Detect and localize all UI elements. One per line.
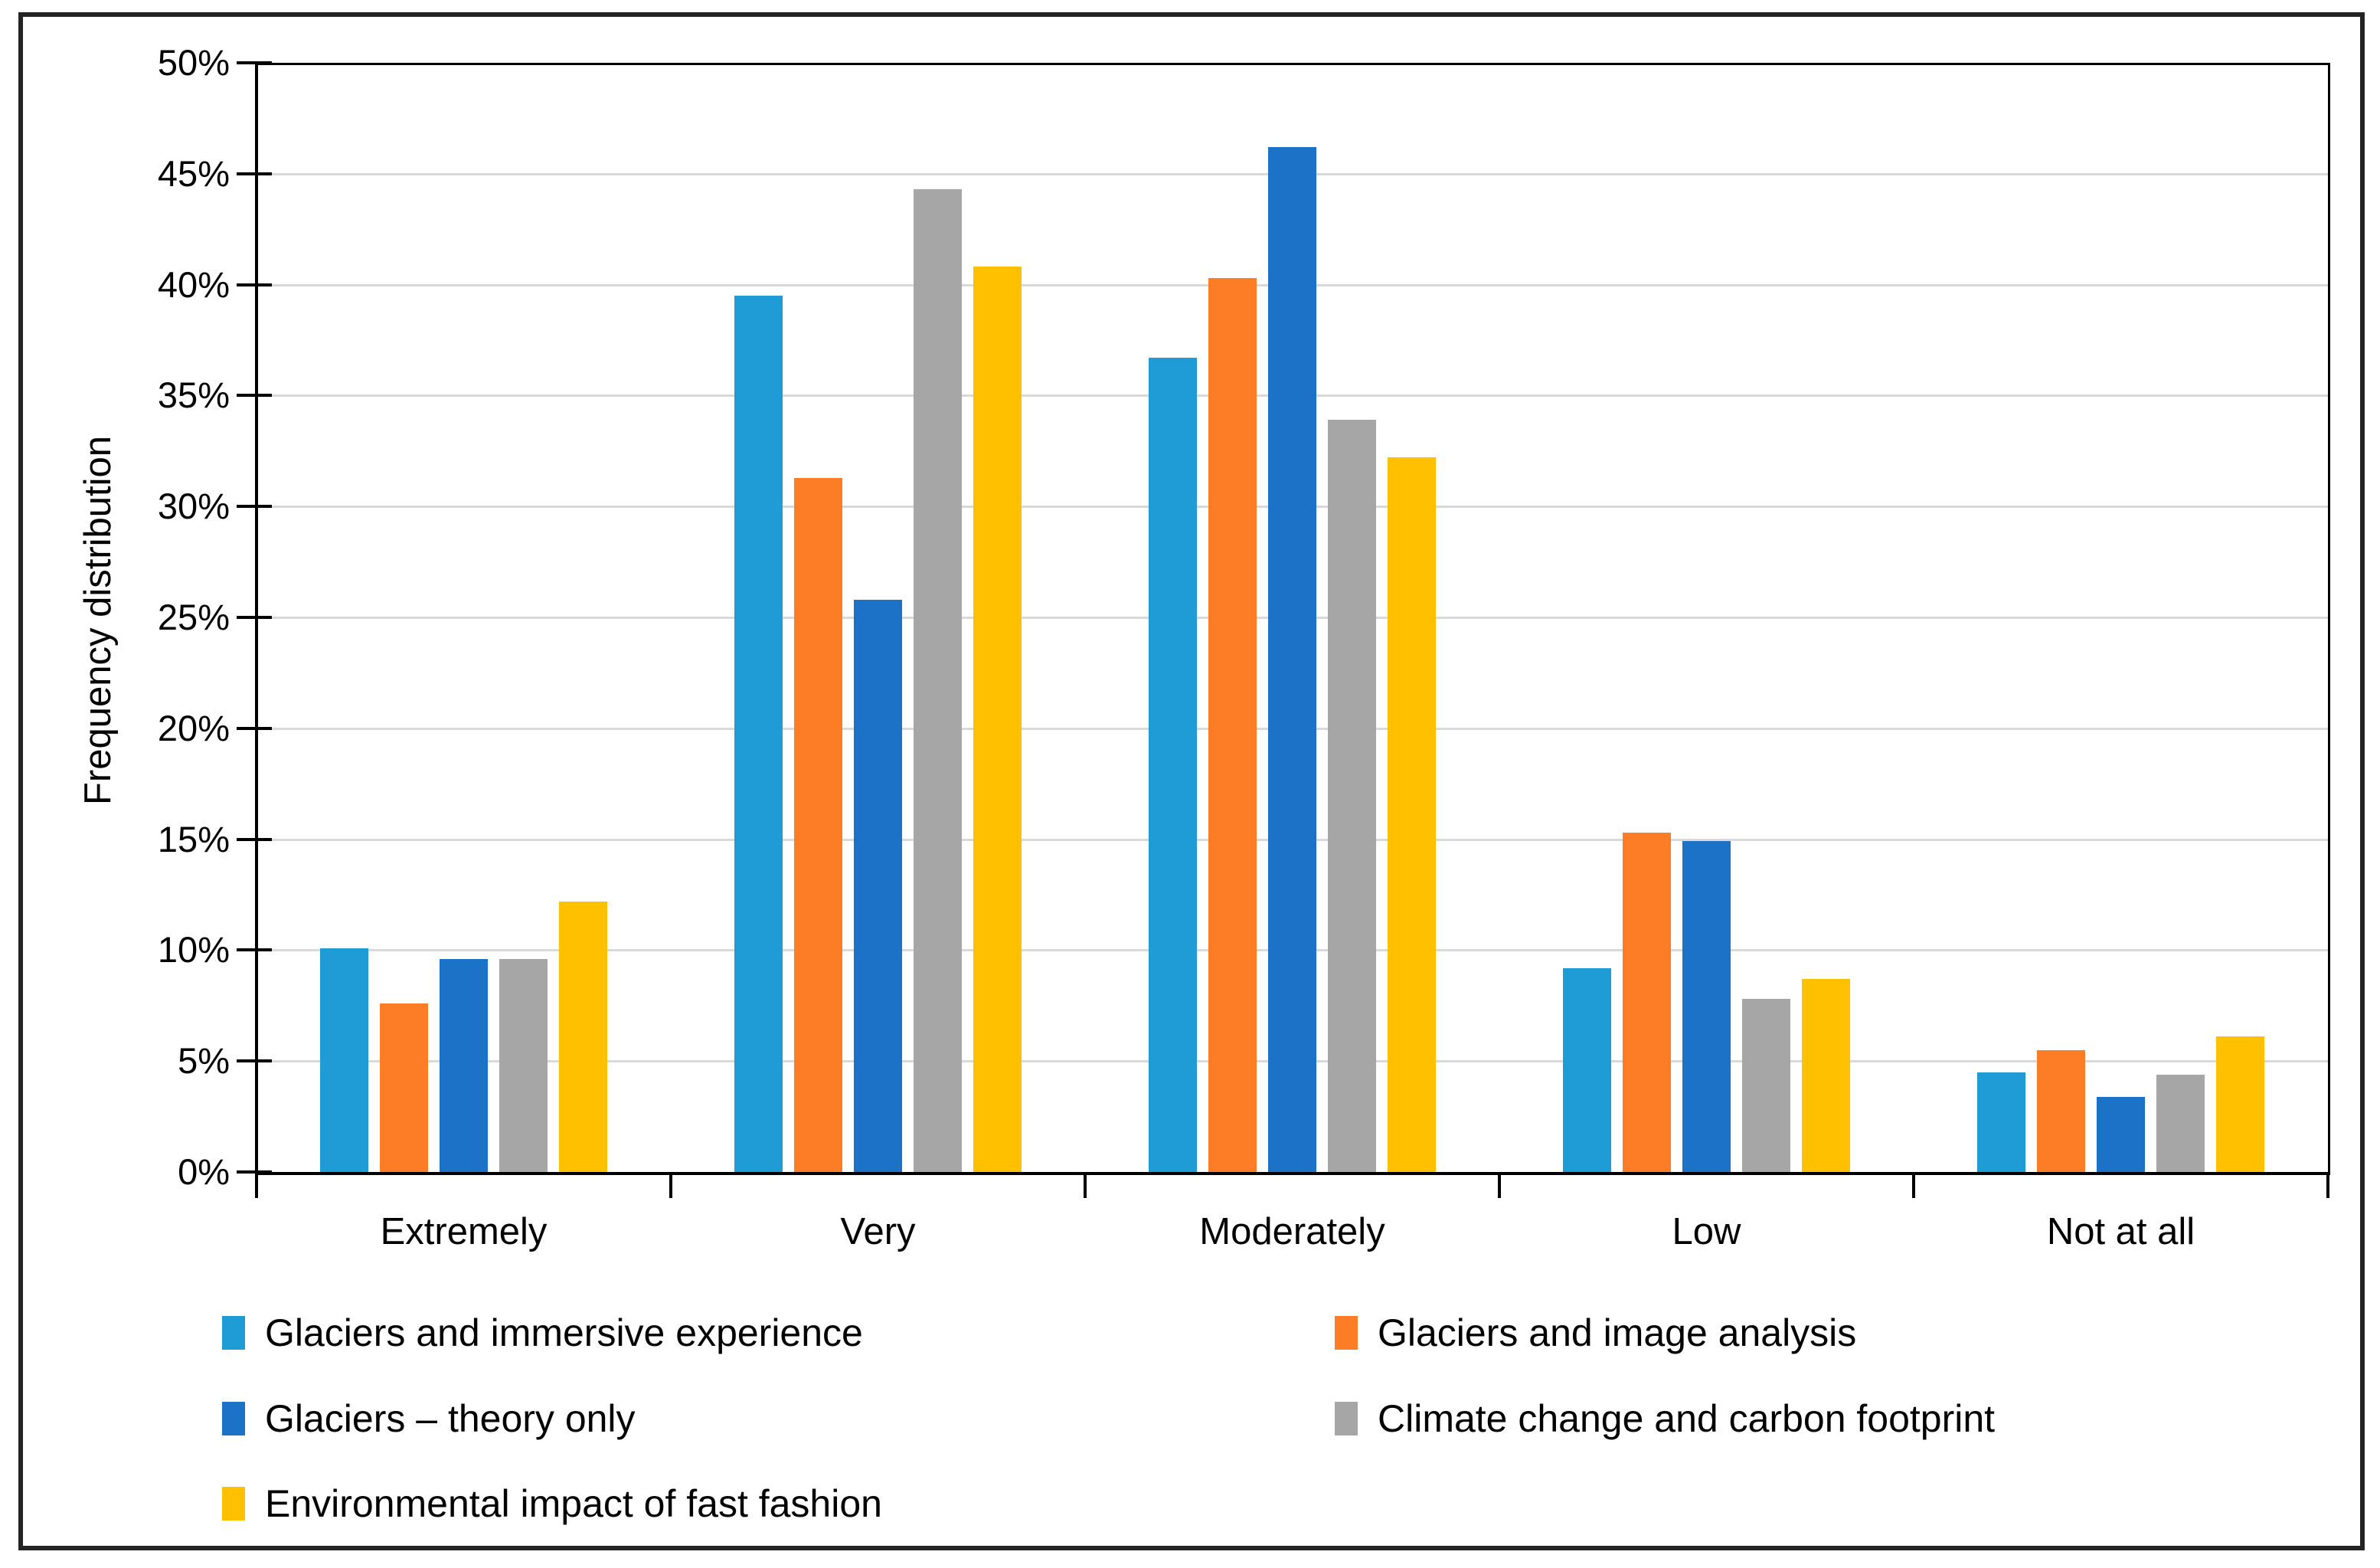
bar-low-s2	[1682, 841, 1731, 1172]
y-tick-label-40: 40%	[157, 264, 230, 305]
bar-extremely-s2	[440, 958, 488, 1172]
y-tick-40	[237, 283, 272, 286]
x-tick-1	[669, 1172, 672, 1198]
bar-extremely-s0	[320, 948, 368, 1172]
bar-not-at-all-s4	[2216, 1036, 2264, 1172]
bar-very-s3	[914, 189, 962, 1172]
bar-extremely-s4	[559, 901, 607, 1172]
legend-swatch-3	[1335, 1402, 1358, 1435]
bar-low-s4	[1802, 979, 1850, 1172]
legend-swatch-2	[222, 1402, 245, 1435]
bar-low-s1	[1623, 832, 1671, 1172]
bar-moderately-s4	[1388, 457, 1436, 1172]
bar-low-s3	[1742, 999, 1790, 1172]
legend-item-1: Glaciers and image analysis	[1335, 1311, 1857, 1354]
bar-very-s2	[854, 599, 902, 1172]
y-axis-line	[255, 63, 258, 1175]
bar-moderately-s3	[1328, 420, 1376, 1172]
bar-very-s1	[794, 477, 842, 1172]
bar-moderately-s2	[1268, 147, 1316, 1172]
chart-frame: Frequency distribution 0% 5% 10% 15% 20% 25% 3…	[18, 12, 2365, 1550]
x-category-label-not-at-all: Not at all	[2046, 1211, 2195, 1252]
bar-low-s0	[1563, 967, 1611, 1172]
bar-not-at-all-s2	[2097, 1096, 2145, 1172]
y-tick-label-30: 30%	[157, 486, 230, 527]
x-tick-2	[1084, 1172, 1087, 1198]
x-category-label-moderately: Moderately	[1199, 1211, 1385, 1252]
legend-swatch-0	[222, 1316, 245, 1350]
y-tick-15	[237, 837, 272, 841]
legend-label-0: Glaciers and immersive experience	[265, 1311, 863, 1354]
y-tick-label-15: 15%	[157, 818, 230, 859]
y-tick-0	[237, 1170, 272, 1174]
x-axis-line	[255, 1172, 2330, 1175]
legend-item-3: Climate change and carbon footprint	[1335, 1397, 1996, 1440]
bar-extremely-s1	[380, 1003, 428, 1172]
legend-swatch-1	[1335, 1316, 1358, 1350]
y-tick-label-10: 10%	[157, 929, 230, 971]
bar-very-s0	[734, 296, 783, 1172]
x-tick-4	[1912, 1172, 1915, 1198]
plot-right-border	[2328, 63, 2330, 1175]
y-tick-label-25: 25%	[157, 597, 230, 637]
bar-not-at-all-s1	[2037, 1049, 2085, 1172]
y-tick-50	[237, 61, 272, 64]
y-tick-label-20: 20%	[157, 707, 230, 748]
y-tick-label-5: 5%	[178, 1040, 230, 1082]
x-category-label-extremely: Extremely	[380, 1211, 548, 1252]
y-tick-label-0: 0%	[178, 1151, 230, 1192]
legend-label-2: Glaciers – theory only	[265, 1397, 636, 1440]
legend-item-4: Environmental impact of fast fashion	[222, 1482, 882, 1525]
y-tick-label-45: 45%	[157, 152, 230, 194]
x-category-label-low: Low	[1672, 1211, 1741, 1252]
y-tick-label-50: 50%	[157, 42, 230, 83]
bar-moderately-s0	[1149, 358, 1197, 1172]
y-tick-35	[237, 394, 272, 398]
y-tick-5	[237, 1059, 272, 1063]
y-tick-30	[237, 505, 272, 509]
x-tick-5	[2326, 1172, 2329, 1198]
x-tick-0	[255, 1172, 258, 1198]
bar-extremely-s3	[499, 958, 548, 1172]
y-tick-label-35: 35%	[157, 375, 230, 416]
bar-not-at-all-s0	[1977, 1072, 2025, 1172]
y-tick-25	[237, 616, 272, 619]
legend-item-0: Glaciers and immersive experience	[222, 1311, 863, 1354]
x-category-label-very: Very	[840, 1211, 916, 1252]
legend-label-4: Environmental impact of fast fashion	[265, 1482, 882, 1525]
plot-top-border	[257, 63, 2330, 65]
y-tick-10	[237, 948, 272, 952]
x-tick-3	[1498, 1172, 1501, 1198]
y-tick-20	[237, 726, 272, 730]
y-tick-45	[237, 172, 272, 175]
legend-label-3: Climate change and carbon footprint	[1378, 1397, 1996, 1440]
legend-label-1: Glaciers and image analysis	[1378, 1311, 1857, 1354]
bar-not-at-all-s3	[2156, 1074, 2205, 1172]
bar-very-s4	[973, 267, 1022, 1172]
bar-moderately-s1	[1208, 277, 1257, 1172]
legend-swatch-4	[222, 1487, 245, 1521]
legend-item-2: Glaciers – theory only	[222, 1397, 636, 1440]
